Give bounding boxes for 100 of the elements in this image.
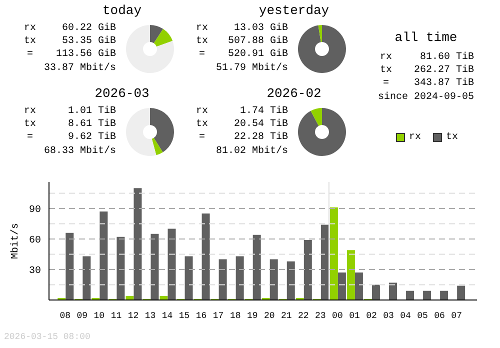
text: all time [394,30,458,45]
x-tick-label: 14 [162,311,173,321]
text: since 2024-09-05 [378,91,474,104]
text: tx [194,118,209,131]
donut-slice [126,25,174,73]
text: rx [194,105,209,118]
x-tick-label: 18 [230,311,241,321]
bar [423,290,432,300]
bar [346,250,355,300]
x-tick-label: 17 [212,311,224,321]
x-tick-label: 16 [196,311,207,321]
text: = [198,131,206,144]
bar [372,284,380,300]
text: rx [194,22,209,35]
text: 81.02 Mbit/s [214,145,288,158]
x-tick-label: 02 [366,311,377,321]
x-tick-label: 06 [434,311,445,321]
x-tick-label: 08 [60,311,71,321]
donut-slice [152,138,163,156]
donut-slice [298,108,346,156]
x-tick-label: 11 [110,311,122,321]
text: 343.87 TiB [412,77,474,90]
x-tick-label: 03 [383,311,394,321]
x-tick-label: 21 [280,311,292,321]
x-tick-label: 22 [298,311,309,321]
text: 9.62 TiB [66,131,116,144]
bar [406,290,414,300]
bar [330,207,338,300]
text: 53.35 GiB [60,35,116,48]
bar [270,259,278,300]
text: 262.27 TiB [412,64,474,77]
text: 1.01 TiB [66,105,116,118]
text: 113.56 GiB [54,48,116,61]
bar [82,256,91,300]
bar [252,234,261,300]
x-tick-label: 09 [76,311,88,321]
text: = [382,77,390,90]
bar [236,256,244,300]
donut-slice [310,108,322,126]
bar [440,290,448,300]
donut-slice [154,28,173,47]
bar [134,188,142,300]
text: rx [22,105,37,118]
legend-label: tx [445,132,458,143]
text: = [198,48,206,61]
text: 1.74 TiB [238,105,288,118]
x-tick-label: 15 [178,311,190,321]
bar [184,256,193,300]
chart-title: today [101,3,142,18]
x-tick-label: 23 [315,311,326,321]
text: 33.87 Mbit/s [42,62,116,75]
text: tx [378,64,393,77]
bar [66,232,74,300]
bar [286,261,295,300]
y-tick-label: 60 [28,236,41,247]
x-tick-label: 00 [332,311,343,321]
x-tick-label: 01 [349,311,360,321]
bar [320,224,329,300]
text: 13.03 GiB [232,22,288,35]
x-tick-label: 20 [264,311,275,321]
text: tx [22,35,37,48]
x-tick-label: 10 [94,311,105,321]
bar [150,234,159,300]
text: 60.22 GiB [60,22,116,35]
chart-title: yesterday [258,3,330,18]
x-tick-label: 19 [246,311,258,321]
y-axis-title: Mbit/s [10,222,22,260]
bar [116,236,125,300]
text: rx [378,51,393,64]
text: = [26,131,34,144]
bar [338,272,346,300]
donut-slice [298,25,346,73]
text: = [26,48,34,61]
bar [389,282,397,300]
text: rx [22,22,37,35]
text: 520.91 GiB [226,48,288,61]
y-tick-label: 30 [28,266,41,278]
text: 68.33 Mbit/s [42,145,116,158]
text: 22.28 TiB [232,131,288,144]
x-tick-label: 07 [451,311,462,321]
text: 8.61 TiB [66,118,116,131]
text: 507.88 GiB [226,35,288,48]
legend-label: rx [408,132,422,143]
bar [100,212,108,300]
y-tick-label: 90 [28,205,41,216]
donut-slice [150,25,164,44]
x-tick-label: 05 [417,311,428,321]
bar [218,259,227,300]
x-tick-label: 13 [144,311,156,321]
donut-slice [150,108,174,152]
text: 81.60 TiB [418,51,474,64]
text: tx [194,35,209,48]
text: 20.54 TiB [232,118,288,131]
text: 51.79 Mbit/s [214,62,288,75]
bar [202,214,210,300]
donut-slice [318,25,322,42]
x-tick-label: 04 [400,311,411,321]
bar [457,286,466,300]
chart-title: 2026-03 [94,86,150,101]
x-tick-label: 12 [128,311,139,321]
